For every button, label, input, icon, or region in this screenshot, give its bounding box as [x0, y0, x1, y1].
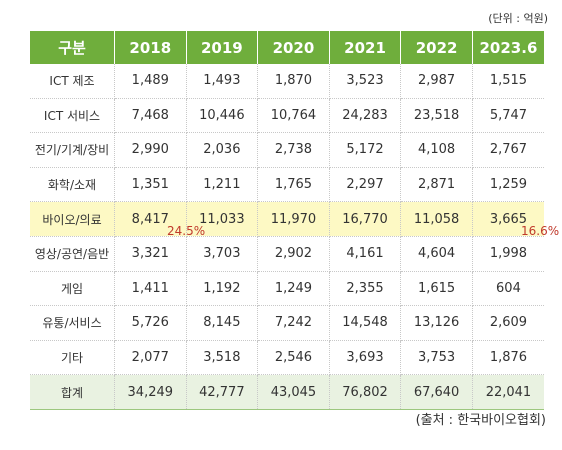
value-cell: 1,411	[114, 271, 187, 307]
value-cell: 1,870	[257, 64, 330, 99]
value-cell: 1,515	[472, 64, 544, 99]
header-cell-year: 2023.6	[472, 31, 544, 64]
value-cell: 11,033	[186, 201, 259, 237]
table-row: 기타 2,077 3,518 2,546 3,693 3,753 1,876	[30, 340, 544, 376]
value-cell: 4,161	[329, 236, 402, 272]
value-cell: 1,211	[186, 167, 259, 203]
table-row: 영상/공연/음반 3,321 3,703 2,902 4,161 4,604 1,998	[30, 236, 544, 272]
value-cell: 2,871	[400, 167, 473, 203]
bio-share-2023-annotation: 16.6%	[521, 224, 560, 238]
value-cell: 1,489	[114, 64, 187, 99]
value-cell: 11,970	[257, 201, 330, 237]
table-row: 화학/소재 1,351 1,211 1,765 2,297 2,871 1,259	[30, 167, 544, 203]
row-label: 유통/서비스	[30, 305, 115, 341]
row-label: ICT 제조	[30, 64, 115, 99]
header-row: 구분 2018 2019 2020 2021 2022 2023.6	[30, 31, 544, 64]
source-note: (출처 : 한국바이오협회)	[415, 413, 546, 428]
value-cell: 2,036	[186, 132, 259, 168]
value-cell: 5,172	[329, 132, 402, 168]
value-cell: 14,548	[329, 305, 402, 341]
value-cell: 42,777	[186, 374, 259, 410]
value-cell: 2,546	[257, 340, 330, 376]
value-cell: 34,249	[114, 374, 187, 410]
value-cell: 2,077	[114, 340, 187, 376]
row-label: 기타	[30, 340, 115, 376]
value-cell: 24,283	[329, 98, 402, 134]
value-cell: 2,297	[329, 167, 402, 203]
value-cell: 1,876	[472, 340, 544, 376]
value-cell: 604	[472, 271, 544, 307]
row-label: 게임	[30, 271, 115, 307]
value-cell: 1,259	[472, 167, 544, 203]
value-cell: 3,753	[400, 340, 473, 376]
row-label: ICT 서비스	[30, 98, 115, 134]
value-cell: 1,351	[114, 167, 187, 203]
value-cell: 1,192	[186, 271, 259, 307]
value-cell: 2,738	[257, 132, 330, 168]
value-cell: 13,126	[400, 305, 473, 341]
value-cell: 23,518	[400, 98, 473, 134]
value-cell: 3,321	[114, 236, 187, 272]
row-label: 영상/공연/음반	[30, 236, 115, 272]
value-cell: 3,518	[186, 340, 259, 376]
header-cell-category: 구분	[30, 31, 115, 64]
investment-table: 구분 2018 2019 2020 2021 2022 2023.6 ICT 제…	[30, 31, 544, 410]
table-row: 바이오/의료 8,417 11,033 11,970 16,770 11,058 3,665	[30, 201, 544, 237]
value-cell: 76,802	[329, 374, 402, 410]
value-cell: 3,703	[186, 236, 259, 272]
value-cell: 7,468	[114, 98, 187, 134]
header-cell-year: 2019	[186, 31, 259, 64]
value-cell: 1,765	[257, 167, 330, 203]
value-cell: 2,902	[257, 236, 330, 272]
value-cell: 16,770	[329, 201, 402, 237]
value-cell: 1,249	[257, 271, 330, 307]
value-cell: 2,990	[114, 132, 187, 168]
unit-note: (단위 : 억원)	[488, 12, 548, 25]
value-cell: 7,242	[257, 305, 330, 341]
value-cell: 11,058	[400, 201, 473, 237]
value-cell: 1,615	[400, 271, 473, 307]
header-cell-year: 2020	[257, 31, 330, 64]
value-cell: 67,640	[400, 374, 473, 410]
value-cell: 8,417	[114, 201, 187, 237]
value-cell: 8,145	[186, 305, 259, 341]
row-label: 전기/기계/장비	[30, 132, 115, 168]
value-cell: 5,726	[114, 305, 187, 341]
value-cell: 43,045	[257, 374, 330, 410]
value-cell: 10,764	[257, 98, 330, 134]
value-cell: 22,041	[472, 374, 544, 410]
value-cell: 2,987	[400, 64, 473, 99]
value-cell: 10,446	[186, 98, 259, 134]
row-label: 바이오/의료	[30, 201, 115, 237]
row-label: 합계	[30, 374, 115, 410]
value-cell: 2,767	[472, 132, 544, 168]
row-label: 화학/소재	[30, 167, 115, 203]
table-row: 유통/서비스 5,726 8,145 7,242 14,548 13,126 2,609	[30, 305, 544, 341]
value-cell: 4,604	[400, 236, 473, 272]
value-cell: 1,998	[472, 236, 544, 272]
value-cell: 2,609	[472, 305, 544, 341]
value-cell: 2,355	[329, 271, 402, 307]
value-cell: 1,493	[186, 64, 259, 99]
bio-share-2018-annotation: 24.5%	[167, 224, 206, 238]
value-cell: 3,523	[329, 64, 402, 99]
header-cell-year: 2021	[329, 31, 402, 64]
table-row: ICT 제조 1,489 1,493 1,870 3,523 2,987 1,515	[30, 64, 544, 99]
value-cell: 3,693	[329, 340, 402, 376]
header-cell-year: 2018	[114, 31, 187, 64]
value-cell: 5,747	[472, 98, 544, 134]
table-row: 전기/기계/장비 2,990 2,036 2,738 5,172 4,108 2,767	[30, 132, 544, 168]
value-cell: 3,665	[472, 201, 544, 237]
value-cell: 4,108	[400, 132, 473, 168]
header-cell-year: 2022	[400, 31, 473, 64]
total-row: 합계 34,249 42,777 43,045 76,802 67,640 22,041	[30, 374, 544, 410]
table-row: ICT 서비스 7,468 10,446 10,764 24,283 23,518 5,74…	[30, 98, 544, 134]
table-row: 게임 1,411 1,192 1,249 2,355 1,615 604	[30, 271, 544, 307]
